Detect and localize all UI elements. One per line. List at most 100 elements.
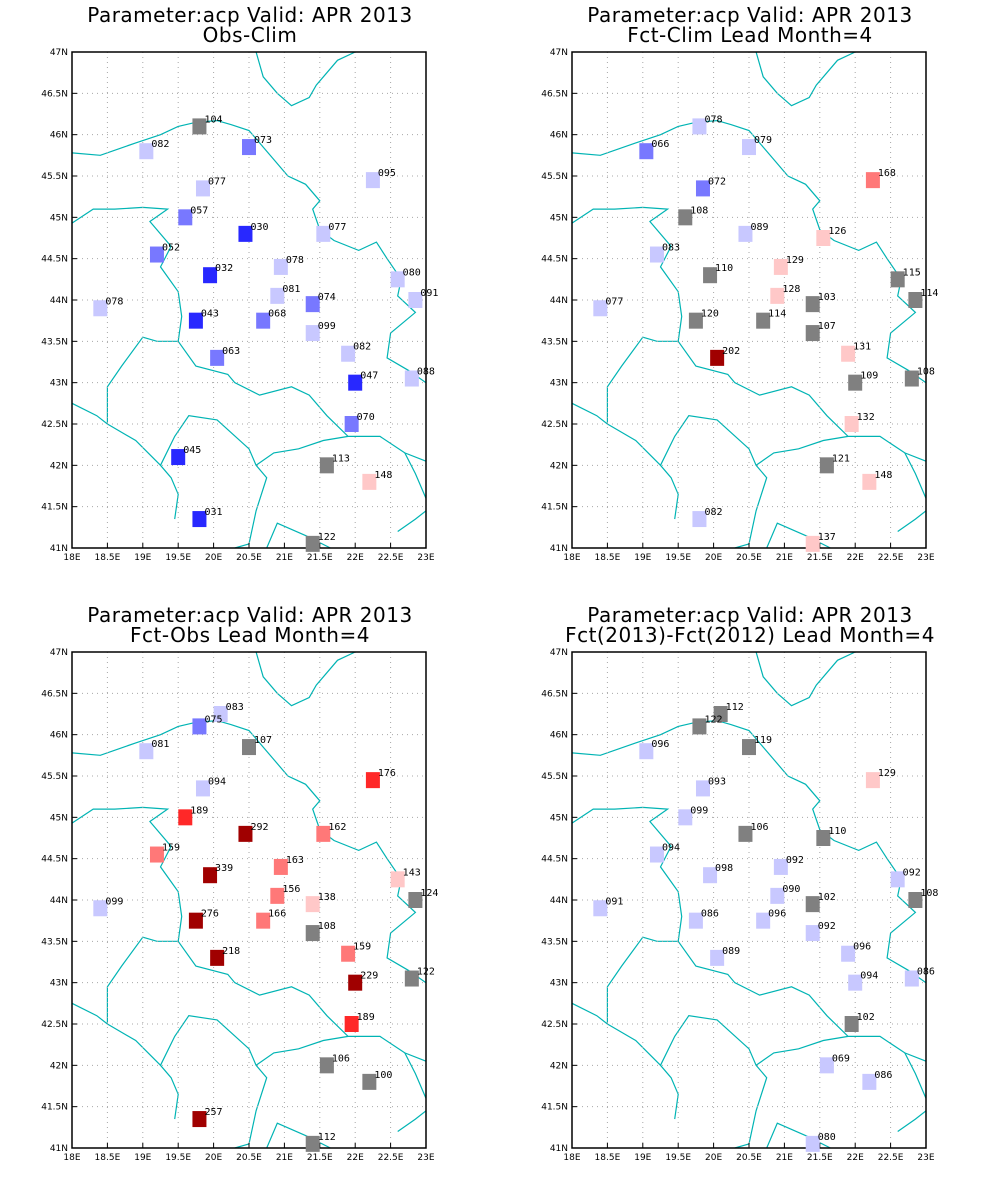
station-marker <box>890 871 905 888</box>
station-value-label: 077 <box>208 176 226 187</box>
country-border <box>71 119 427 384</box>
country-border <box>897 510 927 532</box>
station-marker <box>210 349 225 366</box>
station-value-label: 129 <box>878 768 896 779</box>
station-value-label: 102 <box>857 1012 875 1023</box>
x-tick-label: 20.5E <box>236 1153 262 1163</box>
station-value-label: 045 <box>183 445 201 456</box>
country-border <box>755 51 856 107</box>
y-tick-label: 42.5N <box>541 1020 568 1030</box>
station-value-label: 092 <box>903 867 921 878</box>
station-marker <box>270 887 285 904</box>
station-value-label: 115 <box>903 267 921 278</box>
station-value-label: 096 <box>853 942 871 953</box>
x-tick-label: 22.5E <box>878 553 904 563</box>
station-marker <box>865 772 880 789</box>
station-value-label: 100 <box>374 1070 392 1081</box>
country-border <box>659 415 768 549</box>
station-value-label: 094 <box>208 776 226 787</box>
y-tick-label: 42.5N <box>41 1020 68 1030</box>
station-value-label: 099 <box>690 805 708 816</box>
station-marker <box>678 209 693 226</box>
y-tick-label: 47N <box>550 48 568 58</box>
y-tick-label: 43.5N <box>541 337 568 347</box>
station-value-label: 129 <box>786 255 804 266</box>
map-plot: 18E 18.5E 19E 19.5E 20E 20.5E 21E 21.5E 22E 22.5E… <box>41 648 438 1163</box>
y-tick-label: 46N <box>50 131 68 141</box>
station-marker <box>319 457 334 474</box>
station-value-label: 081 <box>282 284 300 295</box>
station-marker <box>593 300 608 317</box>
country-border <box>571 119 927 384</box>
station-marker <box>639 143 654 160</box>
station-marker <box>742 739 756 756</box>
station-marker <box>210 949 225 966</box>
station-marker <box>773 258 788 275</box>
station-marker <box>390 871 405 888</box>
station-value-label: 108 <box>690 205 708 216</box>
station-marker <box>362 473 377 490</box>
country-border <box>107 423 179 520</box>
station-value-label: 082 <box>704 507 722 518</box>
station-value-label: 114 <box>768 309 786 320</box>
y-tick-label: 41N <box>550 1144 568 1154</box>
country-border <box>677 940 927 1062</box>
x-tick-label: 19.5E <box>165 553 191 563</box>
station-marker <box>848 974 863 991</box>
country-border <box>177 340 427 462</box>
map-panel-fct-diff: Parameter:acp Valid: APR 2013 Fct(2013)-… <box>500 600 940 1190</box>
y-tick-label: 41.5N <box>41 503 68 513</box>
map-panel-fct-obs: Parameter:acp Valid: APR 2013 Fct-Obs Le… <box>0 600 440 1190</box>
x-tick-label: 21E <box>276 553 293 563</box>
station-value-label: 095 <box>378 168 396 179</box>
x-tick-label: 19.5E <box>665 1153 691 1163</box>
station-marker <box>305 296 320 313</box>
y-tick-label: 43N <box>550 379 568 389</box>
station-value-label: 122 <box>318 532 336 543</box>
country-border <box>255 1035 349 1066</box>
x-tick-label: 19E <box>134 1153 151 1163</box>
station-marker <box>404 370 419 387</box>
country-border <box>177 940 427 1062</box>
y-tick-label: 45N <box>50 813 68 823</box>
y-tick-label: 42.5N <box>41 420 68 430</box>
station-value-label: 086 <box>701 909 719 920</box>
station-value-label: 088 <box>417 367 435 378</box>
panel-title-line2: Fct-Obs Lead Month=4 <box>130 623 370 647</box>
x-tick-label: 21.5E <box>307 553 333 563</box>
station-value-label: 108 <box>917 367 935 378</box>
station-value-label: 131 <box>853 342 871 353</box>
station-marker <box>692 118 707 135</box>
station-marker <box>713 706 728 722</box>
station-value-label: 083 <box>226 702 244 713</box>
station-value-label: 080 <box>818 1132 836 1143</box>
station-marker <box>692 718 707 735</box>
station-marker <box>178 809 193 826</box>
station-marker <box>773 858 788 875</box>
station-value-label: 156 <box>282 884 300 895</box>
y-tick-label: 45.5N <box>541 172 568 182</box>
station-value-label: 078 <box>105 296 123 307</box>
station-value-label: 030 <box>250 222 268 233</box>
station-marker <box>695 780 710 797</box>
station-value-label: 159 <box>353 942 371 953</box>
station-value-label: 128 <box>782 284 800 295</box>
country-border <box>159 1015 268 1149</box>
x-tick-label: 19E <box>134 553 151 563</box>
x-tick-label: 19.5E <box>165 1153 191 1163</box>
station-marker <box>365 172 380 189</box>
station-marker <box>305 896 320 913</box>
station-marker <box>688 912 703 929</box>
station-value-label: 176 <box>378 768 396 779</box>
station-marker <box>770 287 785 304</box>
country-border <box>904 452 927 499</box>
country-border <box>571 806 683 1026</box>
station-marker <box>192 718 207 735</box>
station-marker <box>192 1111 207 1128</box>
x-tick-label: 18E <box>63 1153 80 1163</box>
y-tick-label: 45N <box>550 213 568 223</box>
station-marker <box>390 271 405 288</box>
map-plot: 18E 18.5E 19E 19.5E 20E 20.5E 21E 21.5E 22E 22.5E… <box>41 48 438 563</box>
station-marker <box>149 846 164 863</box>
station-value-label: 189 <box>357 1012 375 1023</box>
